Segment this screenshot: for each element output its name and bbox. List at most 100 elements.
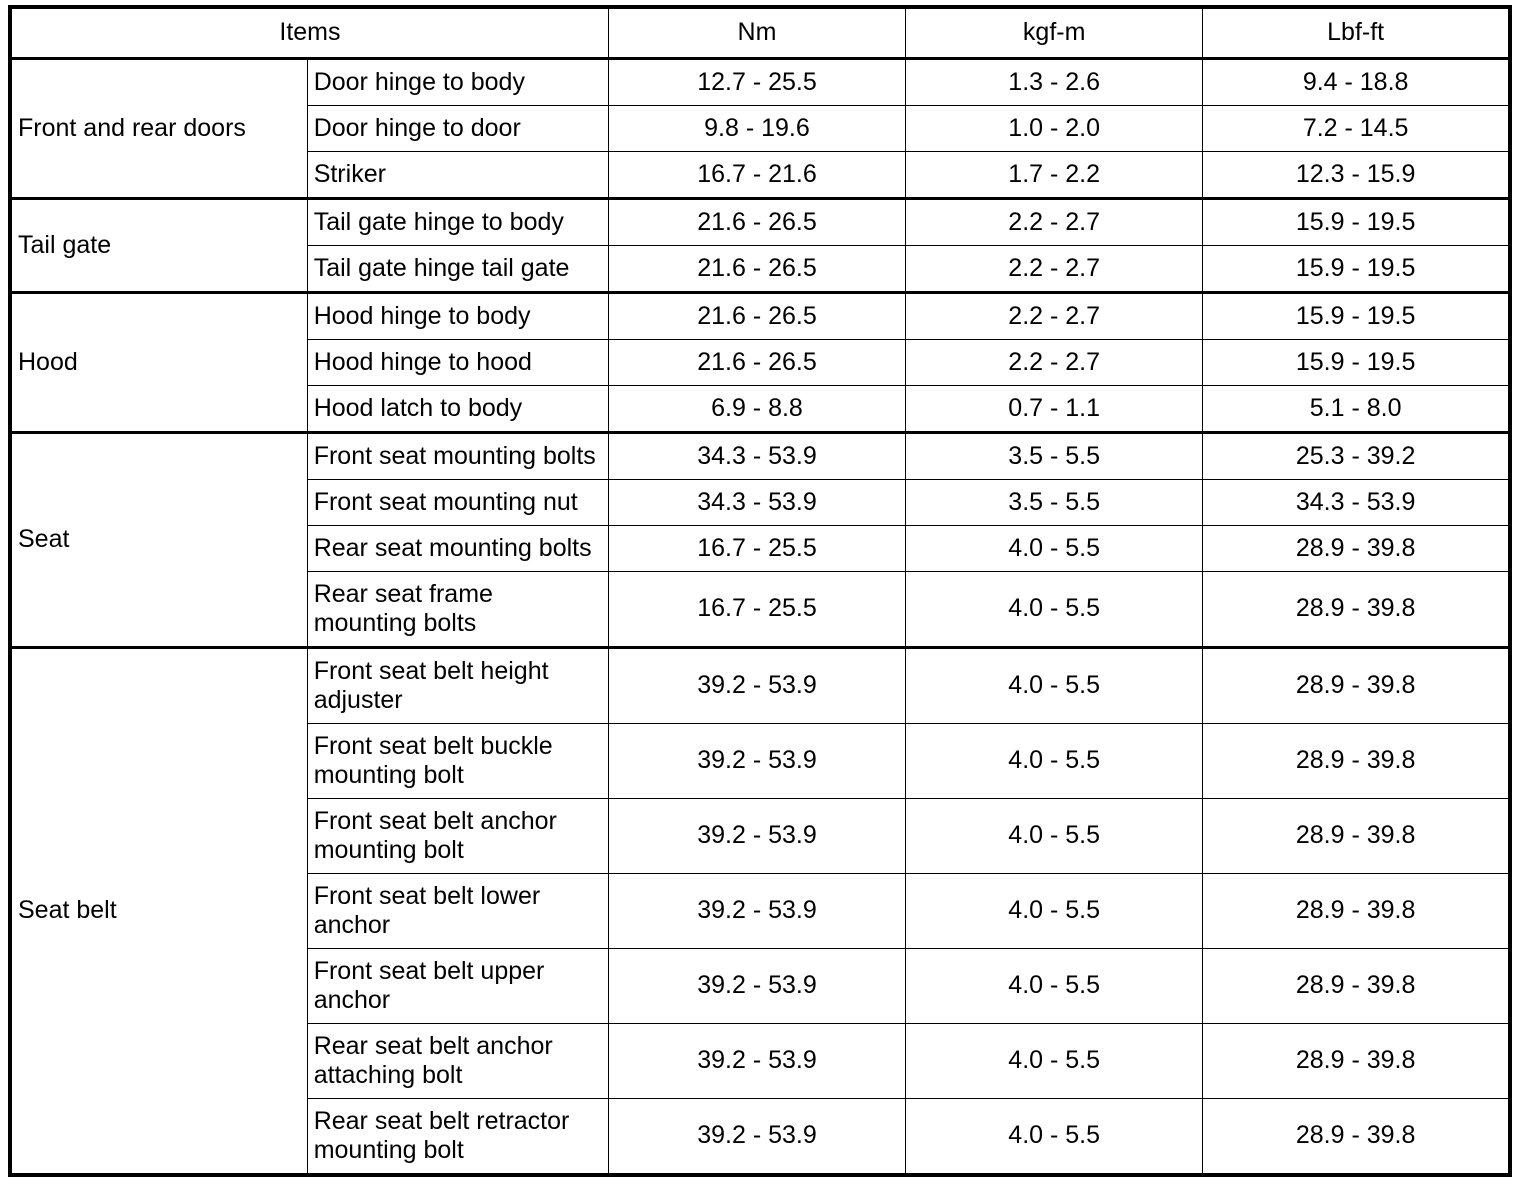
value-cell-lbfft: 28.9 - 39.8 xyxy=(1202,1023,1511,1099)
group-label-cell: Front and rear doors xyxy=(9,57,308,199)
item-label-cell: Front seat mounting nut xyxy=(306,479,609,526)
value-cell-kgfm: 4.0 - 5.5 xyxy=(905,798,1204,874)
value-cell-nm: 21.6 - 26.5 xyxy=(607,245,907,293)
group-label-cell: Seat xyxy=(9,431,308,648)
value-cell-lbfft: 7.2 - 14.5 xyxy=(1202,105,1511,152)
item-label-cell: Striker xyxy=(306,151,609,199)
column-header-kgfm: kgf-m xyxy=(905,6,1204,60)
torque-spec-table: Items Nm kgf-m Lbf-ft Front and rear doo… xyxy=(8,5,1512,1177)
item-label-cell: Front seat belt buckle mounting bolt xyxy=(306,723,609,799)
group-label-cell: Tail gate xyxy=(9,197,308,293)
value-cell-kgfm: 4.0 - 5.5 xyxy=(905,646,1204,724)
group-label-cell: Hood xyxy=(9,291,308,433)
value-cell-lbfft: 28.9 - 39.8 xyxy=(1202,723,1511,799)
value-cell-nm: 21.6 - 26.5 xyxy=(607,291,907,340)
table-row: Rear seat frame mounting bolts 16.7 - 25.… xyxy=(10,571,1511,648)
value-cell-lbfft: 9.4 - 18.8 xyxy=(1202,57,1511,106)
value-cell-nm: 21.6 - 26.5 xyxy=(607,197,907,246)
value-cell-lbfft: 15.9 - 19.5 xyxy=(1202,291,1511,340)
item-label-cell: Front seat mounting bolts xyxy=(306,431,609,480)
value-cell-kgfm: 2.2 - 2.7 xyxy=(905,245,1204,293)
value-cell-nm: 34.3 - 53.9 xyxy=(607,479,907,526)
table-row: Front seat mounting nut 34.3 - 53.9 3.5 - … xyxy=(10,479,1511,526)
item-label-cell: Front seat belt anchor mounting bolt xyxy=(306,798,609,874)
value-cell-kgfm: 4.0 - 5.5 xyxy=(905,525,1204,572)
table-row: Hood Hood hinge to body 21.6 - 26.5 2.2 - 2… xyxy=(9,291,1511,433)
item-label-cell: Door hinge to door xyxy=(306,105,609,152)
item-label-cell: Hood latch to body xyxy=(306,385,609,433)
value-cell-nm: 39.2 - 53.9 xyxy=(607,646,907,724)
item-label-cell: Rear seat mounting bolts xyxy=(306,525,609,572)
value-cell-lbfft: 28.9 - 39.8 xyxy=(1202,948,1511,1024)
value-cell-lbfft: 12.3 - 15.9 xyxy=(1202,151,1511,199)
value-cell-kgfm: 4.0 - 5.5 xyxy=(905,571,1204,648)
value-cell-lbfft: 25.3 - 39.2 xyxy=(1202,431,1511,480)
value-cell-kgfm: 2.2 - 2.7 xyxy=(905,339,1204,386)
column-header-nm: Nm xyxy=(607,6,907,60)
value-cell-kgfm: 3.5 - 5.5 xyxy=(905,479,1204,526)
value-cell-kgfm: 0.7 - 1.1 xyxy=(905,385,1204,433)
value-cell-kgfm: 3.5 - 5.5 xyxy=(905,431,1204,480)
table-body: Front and rear doors Door hinge to body 12… xyxy=(9,57,1511,1176)
value-cell-nm: 21.6 - 26.5 xyxy=(607,339,907,386)
value-cell-kgfm: 4.0 - 5.5 xyxy=(905,948,1204,1024)
table-row: Hood latch to body 6.9 - 8.8 0.7 - 1.1 5.1 … xyxy=(10,385,1511,433)
torque-spec-table-container: Items Nm kgf-m Lbf-ft Front and rear doo… xyxy=(8,5,1512,1177)
value-cell-lbfft: 15.9 - 19.5 xyxy=(1202,339,1511,386)
value-cell-nm: 16.7 - 25.5 xyxy=(607,571,907,648)
table-row: Striker 16.7 - 21.6 1.7 - 2.2 12.3 - 15.9 xyxy=(10,151,1511,199)
table-row: Tail gate hinge tail gate 21.6 - 26.5 2.2 … xyxy=(10,245,1511,293)
value-cell-nm: 39.2 - 53.9 xyxy=(607,873,907,949)
value-cell-kgfm: 2.2 - 2.7 xyxy=(905,197,1204,246)
value-cell-kgfm: 1.0 - 2.0 xyxy=(905,105,1204,152)
table-row: Seat Front seat mounting bolts 34.3 - 53.9… xyxy=(9,431,1511,648)
value-cell-lbfft: 34.3 - 53.9 xyxy=(1202,479,1511,526)
item-label-cell: Front seat belt lower anchor xyxy=(306,873,609,949)
table-row: Seat belt Front seat belt height adjuster… xyxy=(9,646,1511,1176)
item-label-cell: Tail gate hinge to body xyxy=(306,197,609,246)
table-row: Front and rear doors Door hinge to body 12… xyxy=(9,57,1511,199)
value-cell-nm: 39.2 - 53.9 xyxy=(607,1098,907,1176)
item-label-cell: Rear seat belt anchor attaching bolt xyxy=(306,1023,609,1099)
item-label-cell: Rear seat frame mounting bolts xyxy=(306,571,609,648)
table-header: Items Nm kgf-m Lbf-ft xyxy=(9,6,1511,60)
value-cell-nm: 39.2 - 53.9 xyxy=(607,723,907,799)
value-cell-nm: 34.3 - 53.9 xyxy=(607,431,907,480)
column-header-items: Items xyxy=(9,6,609,60)
item-label-cell: Front seat belt height adjuster xyxy=(306,646,609,724)
value-cell-lbfft: 28.9 - 39.8 xyxy=(1202,646,1511,724)
value-cell-lbfft: 28.9 - 39.8 xyxy=(1202,525,1511,572)
item-label-cell: Hood hinge to body xyxy=(306,291,609,340)
value-cell-kgfm: 1.7 - 2.2 xyxy=(905,151,1204,199)
item-label-cell: Hood hinge to hood xyxy=(306,339,609,386)
value-cell-nm: 39.2 - 53.9 xyxy=(607,1023,907,1099)
value-cell-kgfm: 4.0 - 5.5 xyxy=(905,1098,1204,1176)
value-cell-nm: 16.7 - 21.6 xyxy=(607,151,907,199)
value-cell-kgfm: 4.0 - 5.5 xyxy=(905,873,1204,949)
value-cell-lbfft: 28.9 - 39.8 xyxy=(1202,1098,1511,1176)
table-row: Tail gate Tail gate hinge to body 21.6 - 2… xyxy=(9,197,1511,293)
table-row: Door hinge to door 9.8 - 19.6 1.0 - 2.0 7.2… xyxy=(10,105,1511,152)
value-cell-kgfm: 4.0 - 5.5 xyxy=(905,723,1204,799)
value-cell-nm: 9.8 - 19.6 xyxy=(607,105,907,152)
value-cell-nm: 12.7 - 25.5 xyxy=(607,57,907,106)
table-row: Front seat belt lower anchor 39.2 - 53.9 4… xyxy=(10,873,1511,949)
value-cell-lbfft: 15.9 - 19.5 xyxy=(1202,197,1511,246)
item-label-cell: Rear seat belt retractor mounting bolt xyxy=(306,1098,609,1176)
table-row: Front seat belt upper anchor 39.2 - 53.9 4… xyxy=(10,948,1511,1024)
item-label-cell: Tail gate hinge tail gate xyxy=(306,245,609,293)
value-cell-kgfm: 4.0 - 5.5 xyxy=(905,1023,1204,1099)
column-header-lbfft: Lbf-ft xyxy=(1202,6,1511,60)
value-cell-lbfft: 28.9 - 39.8 xyxy=(1202,798,1511,874)
item-label-cell: Front seat belt upper anchor xyxy=(306,948,609,1024)
value-cell-lbfft: 5.1 - 8.0 xyxy=(1202,385,1511,433)
value-cell-nm: 39.2 - 53.9 xyxy=(607,798,907,874)
value-cell-nm: 16.7 - 25.5 xyxy=(607,525,907,572)
group-label-cell: Seat belt xyxy=(9,646,308,1176)
value-cell-nm: 39.2 - 53.9 xyxy=(607,948,907,1024)
table-row: Rear seat mounting bolts 16.7 - 25.5 4.0 -… xyxy=(10,525,1511,572)
value-cell-lbfft: 28.9 - 39.8 xyxy=(1202,571,1511,648)
item-label-cell: Door hinge to body xyxy=(306,57,609,106)
value-cell-lbfft: 28.9 - 39.8 xyxy=(1202,873,1511,949)
table-row: Rear seat belt anchor attaching bolt 39.2… xyxy=(10,1023,1511,1099)
